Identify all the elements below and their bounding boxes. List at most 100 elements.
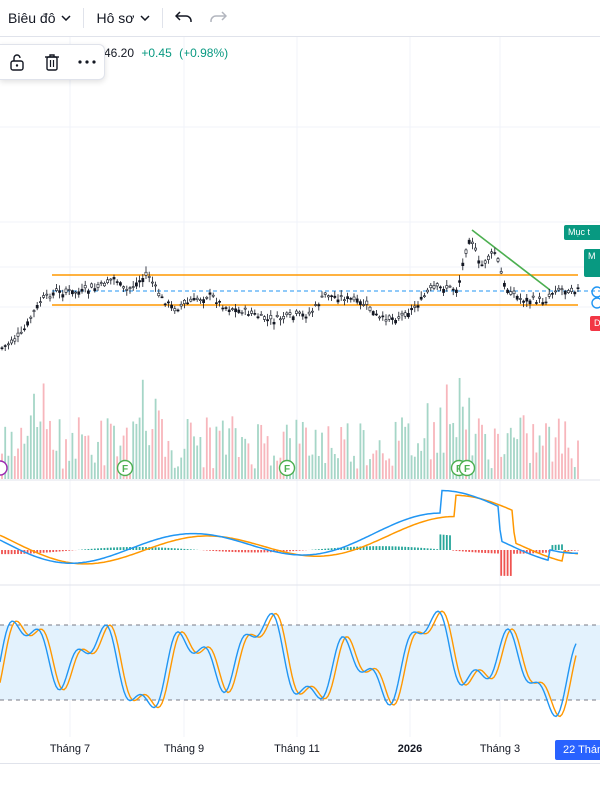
candle-body bbox=[305, 317, 307, 318]
candle-body bbox=[263, 317, 265, 320]
stock-chart[interactable]: FFFF bbox=[0, 37, 600, 737]
volume-bar bbox=[36, 427, 38, 479]
candle-body bbox=[23, 329, 25, 330]
volume-bar bbox=[158, 410, 160, 479]
volume-bar bbox=[574, 467, 576, 479]
macd-histogram-bar bbox=[513, 550, 515, 554]
volume-bar bbox=[97, 442, 99, 479]
macd-histogram-bar bbox=[571, 550, 573, 551]
candle-body bbox=[500, 271, 502, 273]
candle-body bbox=[379, 317, 381, 318]
candle-body bbox=[119, 283, 121, 286]
volume-bar bbox=[430, 459, 432, 479]
trendline bbox=[472, 230, 550, 290]
candle-body bbox=[577, 288, 579, 289]
candle bbox=[132, 281, 134, 291]
candle bbox=[465, 248, 467, 257]
volume-bar bbox=[318, 456, 320, 479]
event-marker[interactable]: F bbox=[280, 461, 295, 476]
macd-histogram-bar bbox=[219, 550, 221, 551]
candle bbox=[212, 293, 214, 298]
candle bbox=[158, 289, 160, 298]
candle bbox=[36, 302, 38, 310]
volume-bar bbox=[561, 454, 563, 479]
candle bbox=[475, 243, 477, 252]
volume-bar bbox=[328, 426, 330, 479]
trash-icon[interactable] bbox=[41, 51, 63, 73]
candle-body bbox=[471, 242, 473, 244]
candle-body bbox=[494, 253, 496, 254]
volume-bar bbox=[513, 438, 515, 479]
event-marker[interactable]: F bbox=[460, 461, 475, 476]
macd-histogram-bar bbox=[241, 550, 243, 552]
more-icon[interactable] bbox=[76, 51, 98, 73]
volume-bar bbox=[248, 443, 250, 479]
volume-bar bbox=[180, 458, 182, 479]
candle bbox=[235, 304, 237, 317]
candle-body bbox=[151, 282, 153, 283]
candle-body bbox=[145, 272, 147, 275]
candle bbox=[315, 301, 317, 306]
candle-body bbox=[276, 315, 278, 316]
candle bbox=[516, 294, 518, 301]
macd-histogram-bar bbox=[212, 550, 214, 551]
volume-bar bbox=[136, 424, 138, 479]
macd-histogram-bar bbox=[369, 546, 371, 550]
chart-menu-button[interactable]: Biêu đô bbox=[0, 4, 79, 32]
macd-histogram-bar bbox=[8, 550, 10, 554]
candle-body bbox=[167, 302, 169, 303]
unlock-icon[interactable] bbox=[6, 51, 28, 73]
event-markers: FFFF bbox=[0, 461, 475, 476]
candle-body bbox=[545, 302, 547, 303]
macd-histogram-bar bbox=[500, 550, 502, 576]
event-marker[interactable]: F bbox=[118, 461, 133, 476]
candle-body bbox=[519, 298, 521, 299]
candle-body bbox=[567, 290, 569, 292]
candle-body bbox=[359, 302, 361, 305]
candle bbox=[276, 311, 278, 318]
profile-menu-button[interactable]: Hô sơ bbox=[88, 4, 158, 32]
redo-button[interactable] bbox=[201, 4, 235, 32]
candle bbox=[251, 308, 253, 316]
volume-bar bbox=[385, 460, 387, 479]
candle bbox=[228, 306, 230, 315]
volume-bar bbox=[347, 423, 349, 479]
macd-histogram-bar bbox=[123, 547, 125, 550]
chart-menu-label: Biêu đô bbox=[8, 10, 55, 26]
macd-histogram-bar bbox=[328, 548, 330, 550]
red-price-badge[interactable]: D bbox=[590, 316, 600, 331]
volume-bar bbox=[366, 465, 368, 479]
candle bbox=[215, 298, 217, 308]
candle-body bbox=[404, 313, 406, 316]
target-label-badge[interactable]: Mục t bbox=[564, 225, 600, 240]
candle-body bbox=[564, 291, 566, 294]
candle-body bbox=[337, 300, 339, 302]
x-axis-label: 2026 bbox=[398, 743, 422, 755]
candle-body bbox=[100, 283, 102, 284]
volume-bar bbox=[43, 383, 45, 479]
macd-histogram-bar bbox=[107, 548, 109, 550]
undo-button[interactable] bbox=[167, 4, 201, 32]
macd-histogram-bar bbox=[97, 548, 99, 550]
chevron-down-icon bbox=[61, 15, 71, 21]
candle-body bbox=[206, 297, 208, 298]
macd-histogram-bar bbox=[116, 547, 118, 550]
candle-body bbox=[257, 317, 259, 318]
volume-bar bbox=[235, 428, 237, 479]
candle bbox=[43, 292, 45, 299]
candle-body bbox=[487, 256, 489, 259]
macd-histogram-bar bbox=[158, 547, 160, 550]
candle-body bbox=[551, 293, 553, 294]
candle-body bbox=[535, 302, 537, 303]
candle bbox=[308, 307, 310, 316]
volume-bar bbox=[356, 468, 358, 479]
macd-histogram-bar bbox=[382, 546, 384, 550]
volume-bar bbox=[408, 423, 410, 479]
green-price-badge[interactable]: M bbox=[584, 249, 600, 277]
volume-bar bbox=[478, 418, 480, 479]
candle bbox=[353, 293, 355, 302]
candle-body bbox=[574, 292, 576, 294]
candle bbox=[439, 285, 441, 290]
volume-bar bbox=[334, 454, 336, 479]
candle-body bbox=[43, 295, 45, 297]
